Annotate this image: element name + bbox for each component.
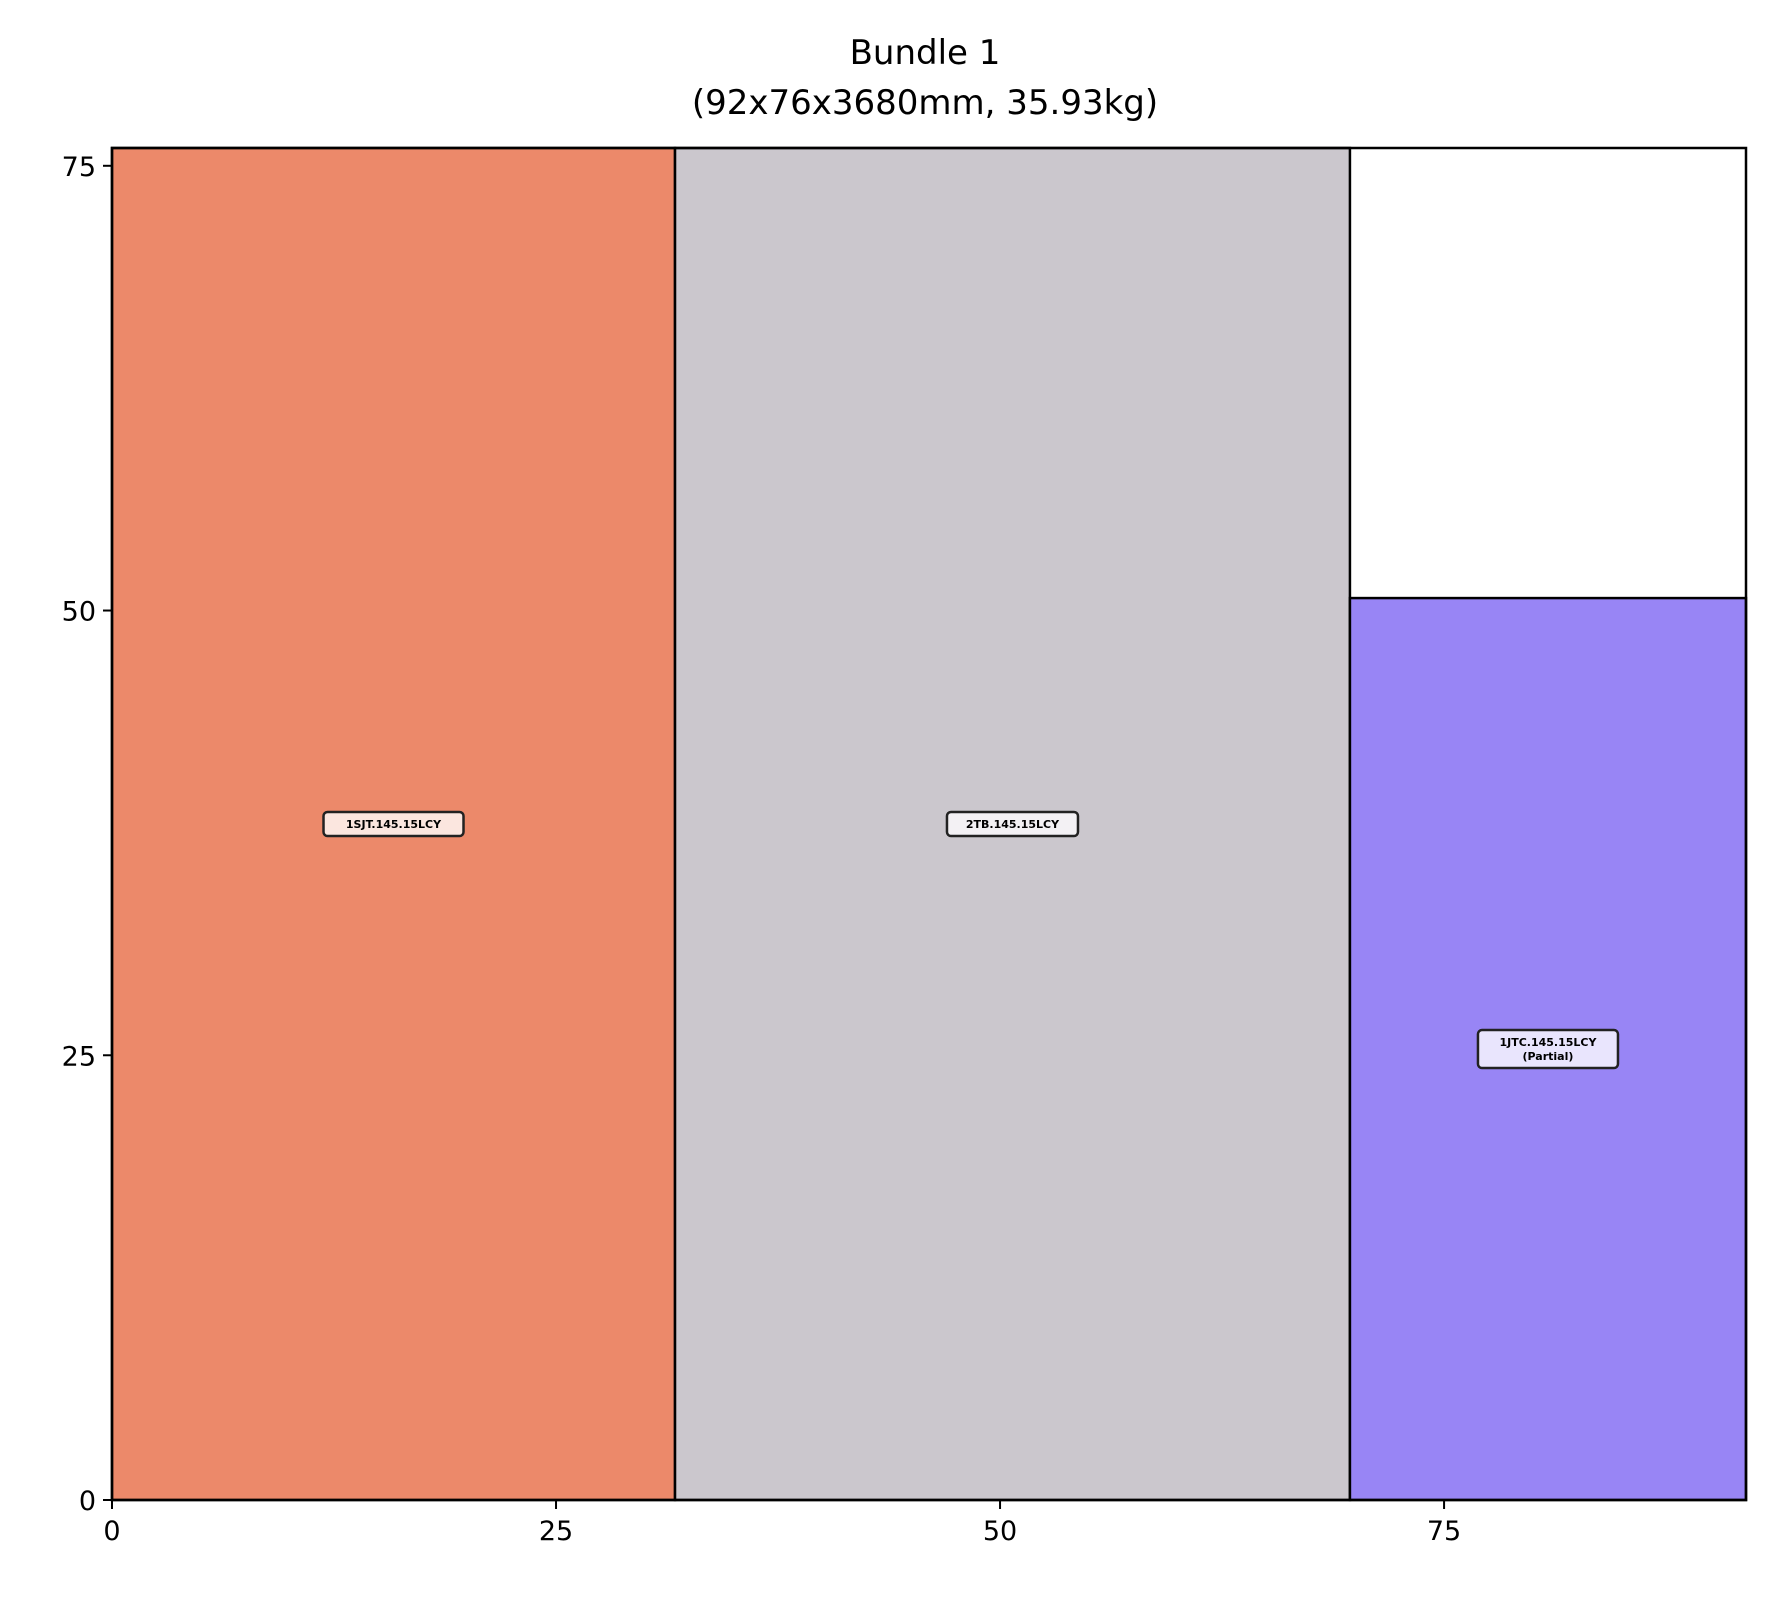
axes: 0 25 50 75 0 25 50 75 [62, 146, 1748, 1547]
rect-label-2: 1JTC.145.15LCY(Partial) [1476, 1028, 1620, 1070]
rect-label-1: 2TB.145.15LCY [945, 810, 1080, 838]
y-tick-label-2: 50 [62, 597, 96, 628]
axes-frame [110, 146, 1748, 1502]
rect-label-box-0 [322, 810, 465, 838]
y-tick-label-0: 0 [79, 1486, 96, 1517]
rect-label-box-1 [945, 810, 1080, 838]
rect-label-text-2: 1JTC.145.15LCY [1499, 1036, 1597, 1049]
y-tick-label-3: 75 [62, 152, 96, 183]
y-tick-label-1: 25 [62, 1041, 96, 1072]
rect-sublabel-text-2: (Partial) [1523, 1050, 1574, 1063]
chart-title: Bundle 1 [850, 33, 1001, 73]
x-tick-label-0: 0 [103, 1516, 120, 1547]
x-tick-label-2: 50 [983, 1516, 1017, 1547]
plot-area: 1SJT.145.15LCY 2TB.145.15LCY 1JTC.145.15LC… [110, 146, 1748, 1502]
x-tick-label-1: 25 [539, 1516, 573, 1547]
rect-label-0: 1SJT.145.15LCY [322, 810, 465, 838]
chart-subtitle: (92x76x3680mm, 35.93kg) [692, 83, 1158, 123]
rect-label-box-2 [1476, 1028, 1620, 1070]
x-tick-label-3: 75 [1427, 1516, 1461, 1547]
rect-label-text-0: 1SJT.145.15LCY [346, 818, 442, 831]
rect-label-text-1: 2TB.145.15LCY [966, 818, 1060, 831]
